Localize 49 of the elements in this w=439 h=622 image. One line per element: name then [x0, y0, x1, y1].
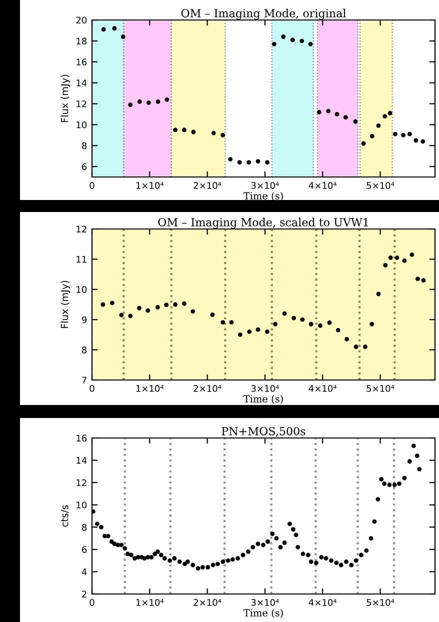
chart-title: PN+MOS,500s: [222, 426, 306, 437]
y-tick-label: 10: [76, 502, 87, 508]
y-tick-label: 2: [82, 590, 86, 598]
y-tick-label: 10: [76, 286, 87, 293]
x-tick-label: 5×10⁴: [366, 599, 394, 606]
x-tick-label: 5×10⁴: [366, 182, 394, 189]
x-tick-label: 4×10⁴: [308, 182, 337, 189]
y-tick-label: 8: [82, 524, 87, 531]
y-axis-title: Flux (mJy): [60, 74, 70, 122]
x-tick-label: 4×10⁴: [308, 599, 337, 606]
x-axis-title: Time (s): [243, 608, 283, 618]
y-tick-label: 18: [76, 38, 87, 44]
x-tick-label: 2×10⁴: [194, 182, 222, 189]
y-tick-label: 20: [76, 16, 87, 24]
y-tick-label: 8: [82, 142, 87, 150]
x-tick-label: 4×10⁴: [308, 385, 337, 392]
y-tick-label: 16: [76, 58, 87, 66]
y-tick-label: 10: [76, 121, 87, 128]
x-tick-label: 1×10⁴: [136, 182, 164, 189]
x-tick-label: 3×10⁴: [251, 385, 279, 392]
y-tick-label: 14: [76, 457, 87, 464]
y-tick-label: 11: [76, 256, 86, 263]
chart-title: OM – Imaging Mode, original: [181, 8, 346, 20]
y-tick-label: 8: [82, 346, 87, 354]
y-tick-label: 6: [82, 163, 87, 170]
y-axis-title: Flux (mJy): [60, 280, 70, 328]
y-tick-label: 12: [76, 479, 86, 486]
x-tick-label: 3×10⁴: [251, 599, 279, 606]
x-tick-label: 3×10⁴: [251, 182, 279, 189]
chart-title: OM – Imaging Mode, scaled to UVW1: [158, 218, 368, 229]
x-axis-title: Time (s): [243, 394, 283, 404]
y-tick-label: 4: [82, 568, 87, 576]
x-tick-label: 0: [90, 182, 94, 189]
x-tick-label: 2×10⁴: [194, 385, 222, 392]
y-tick-label: 6: [82, 546, 87, 553]
x-axis-title: Time (s): [243, 192, 283, 201]
x-tick-label: 1×10⁴: [136, 385, 164, 392]
y-tick-label: 12: [76, 226, 86, 232]
y-tick-label: 7: [82, 376, 86, 384]
x-tick-label: 5×10⁴: [366, 385, 394, 392]
y-tick-label: 12: [76, 100, 86, 108]
y-tick-label: 9: [82, 316, 87, 324]
x-tick-label: 0: [90, 599, 94, 606]
y-axis-title: cts/s: [60, 505, 69, 527]
x-tick-label: 1×10⁴: [136, 599, 164, 606]
x-tick-label: 2×10⁴: [194, 599, 222, 606]
y-tick-label: 14: [76, 80, 87, 86]
y-tick-label: 16: [76, 434, 87, 442]
x-tick-label: 0: [90, 385, 94, 392]
